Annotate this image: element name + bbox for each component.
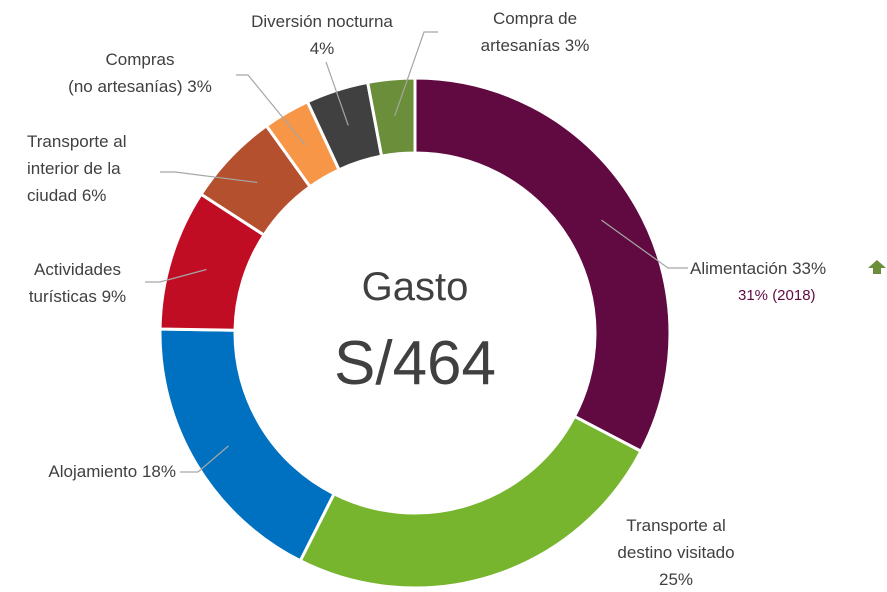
center-value: S/464 — [334, 329, 496, 398]
category-label: Actividades turísticas — [28, 260, 121, 306]
segment-label: Transporte al interior de la ciudad 6% — [27, 128, 127, 209]
segment-label: Compras (no artesanías) 3% — [45, 46, 235, 100]
segment-label: Transporte al destino visitado 25% — [596, 512, 756, 592]
leader-line — [180, 445, 229, 473]
category-label: Diversión nocturna — [251, 12, 393, 31]
annotation: 31% (2018) — [738, 287, 816, 304]
category-label: Compra de artesanías — [480, 9, 578, 55]
category-label: Alimentación — [690, 259, 788, 278]
value-label: 3% — [187, 77, 212, 96]
donut-segment — [413, 76, 672, 454]
category-label: Compras (no artesanías) — [68, 50, 183, 96]
leader-line — [394, 31, 438, 117]
leader-line — [145, 268, 207, 283]
category-label: Transporte al interior de la ciudad — [27, 132, 127, 205]
category-label: Alojamiento — [48, 462, 138, 481]
leader-line — [601, 219, 688, 269]
segment-label: Diversión nocturna 4% — [222, 8, 422, 62]
value-label: 18% — [141, 462, 176, 481]
leader-line — [160, 171, 258, 184]
segment-label: Alojamiento 18% — [10, 458, 176, 485]
value-label: 3% — [564, 36, 590, 55]
leader-line — [325, 61, 349, 126]
segment-label: Actividades turísticas 9% — [5, 256, 150, 310]
value-label: 9% — [101, 287, 127, 306]
category-label: Transporte al destino visitado — [617, 516, 735, 562]
segment-label: Compra de artesanías 3% — [455, 5, 615, 59]
value-label: 33% — [792, 259, 827, 278]
donut-segment — [365, 76, 417, 158]
donut-segment — [158, 327, 337, 563]
value-label: 25% — [658, 570, 694, 589]
center-label: Gasto — [362, 265, 469, 309]
donut-segment — [298, 414, 643, 590]
leader-line — [236, 74, 306, 146]
segment-label: Alimentación 33% — [690, 255, 826, 282]
up-arrow — [868, 260, 886, 274]
value-label: 6% — [81, 186, 107, 205]
value-label: 4% — [309, 39, 335, 58]
